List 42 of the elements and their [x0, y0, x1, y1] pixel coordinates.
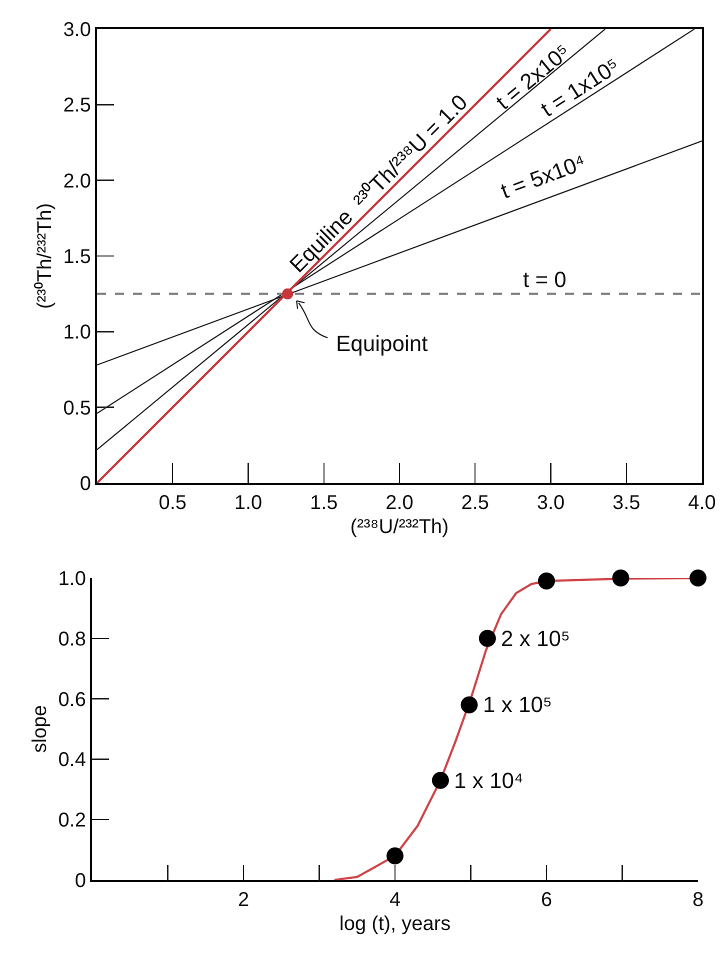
x-axis-title: (²³⁸U/²³²Th)	[350, 516, 449, 538]
y-tick-label: 0.4	[58, 749, 86, 772]
y-axis-title: (²³⁰Th/²³²Th)	[33, 203, 56, 309]
point	[690, 570, 706, 586]
x-tick-label: 3.0	[536, 492, 565, 514]
y-tick-label: 0	[74, 870, 86, 892]
y-tick-label: 1.5	[63, 246, 91, 268]
series-label: t = 0	[523, 267, 566, 292]
y-tick-label: 0.6	[58, 688, 86, 711]
point	[460, 696, 478, 714]
text: t = 5x10⁴	[497, 149, 589, 204]
x-tick-label: 2.0	[386, 492, 414, 514]
point	[612, 570, 630, 586]
y-tick-label: 2.5	[63, 94, 91, 117]
x-tick-label: 8	[692, 889, 704, 911]
y-tick-label: 2.0	[63, 170, 91, 192]
annotation: Equipoint	[336, 331, 428, 356]
x-tick-label: 3.5	[612, 492, 640, 514]
point	[478, 630, 496, 647]
x-tick-label: 4.0	[688, 492, 716, 514]
x-axis-title: log (t), years	[339, 913, 451, 935]
y-tick-label: 0.5	[63, 397, 91, 420]
y-tick-label: 1.0	[63, 322, 91, 344]
y-tick-label: 0.2	[58, 810, 86, 832]
x-tick-label: 0.5	[158, 492, 187, 514]
point	[432, 772, 449, 789]
y-tick-label: 0.8	[58, 628, 86, 650]
annotation: 1 x 10⁴	[454, 768, 524, 793]
point	[538, 572, 555, 590]
y-tick-label: 0	[80, 473, 91, 495]
annotation: 2 x 10⁵	[501, 626, 570, 651]
annotation: 1 x 10⁵	[483, 692, 552, 717]
x-tick-label: 2.5	[461, 492, 490, 514]
x-tick-label: 6	[540, 889, 552, 911]
x-tick-label: 4	[389, 889, 401, 911]
x-tick-label: 2	[238, 889, 250, 911]
y-tick-label: 1.0	[58, 568, 86, 590]
y-axis-title: slope	[29, 705, 52, 753]
x-tick-label: 1.5	[310, 492, 338, 514]
point	[386, 847, 404, 864]
x-tick-label: 1.0	[234, 492, 262, 514]
y-tick-label: 3.0	[63, 19, 91, 41]
